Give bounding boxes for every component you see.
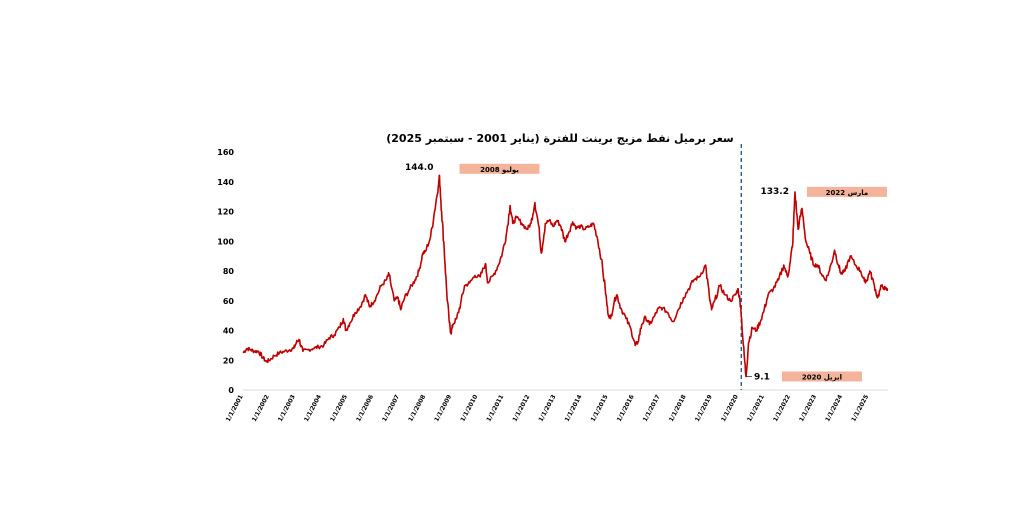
x-tick-label: 1/1/2020 xyxy=(720,394,740,423)
x-tick-label: 1/1/2001 xyxy=(225,394,245,423)
chart-title: سعر برميل نفط مزيج برينت للفترة (يناير 2… xyxy=(386,132,734,145)
x-tick-label: 1/1/2012 xyxy=(511,394,531,423)
x-tick-label: 1/1/2024 xyxy=(824,394,844,423)
y-tick-label: 160 xyxy=(217,148,234,157)
annotation-box xyxy=(806,186,887,197)
y-tick-label: 120 xyxy=(217,208,234,217)
x-tick-label: 1/1/2018 xyxy=(668,394,688,423)
annotation-label: مارس 2022 xyxy=(826,189,869,197)
x-tick-label: 1/1/2010 xyxy=(459,394,479,423)
x-tick-label: 1/1/2002 xyxy=(251,394,271,423)
x-tick-label: 1/1/2019 xyxy=(694,394,714,423)
annotation-box xyxy=(459,163,540,174)
x-tick-label: 1/1/2023 xyxy=(798,394,818,423)
series-line-0 xyxy=(242,174,889,378)
y-tick-label: 20 xyxy=(223,356,235,365)
x-tick-label: 1/1/2005 xyxy=(329,394,349,423)
y-axis: 0 20 40 60 80 100 120 140 160 xyxy=(217,148,234,395)
x-tick-label: 1/1/2016 xyxy=(616,394,636,423)
x-tick-label: 1/1/2025 xyxy=(850,394,870,423)
annotation-value: 144.0 xyxy=(405,163,433,173)
annotation-box xyxy=(781,371,862,382)
y-tick-label: 40 xyxy=(223,327,235,336)
x-axis: 1/1/2001 1/1/2002 1/1/2003 1/1/2004 1/1/2005… xyxy=(225,389,888,423)
x-tick-label: 1/1/2013 xyxy=(537,394,557,423)
x-tick-label: 1/1/2006 xyxy=(355,394,375,423)
y-tick-label: 60 xyxy=(223,297,235,306)
y-tick-label: 0 xyxy=(228,386,234,395)
x-tick-label: 1/1/2008 xyxy=(407,394,427,423)
annotations: 144.0 يوليو 2008 133.2 مارس 2022 9.1 ابريل 20… xyxy=(405,163,887,382)
annotation-value: 133.2 xyxy=(760,187,788,197)
annotation-value: 9.1 xyxy=(754,372,770,382)
x-tick-label: 1/1/2007 xyxy=(381,394,401,423)
x-tick-label: 1/1/2011 xyxy=(485,394,505,423)
x-tick-label: 1/1/2004 xyxy=(303,394,323,423)
annotation-label: ابريل 2020 xyxy=(802,373,842,381)
x-tick-label: 1/1/2017 xyxy=(642,394,662,423)
y-tick-label: 80 xyxy=(223,267,235,276)
y-tick-label: 140 xyxy=(217,178,234,187)
annotation-label: يوليو 2008 xyxy=(480,166,519,174)
x-tick-label: 1/1/2015 xyxy=(590,394,610,423)
x-tick-label: 1/1/2003 xyxy=(277,394,297,423)
x-tick-label: 1/1/2014 xyxy=(564,394,584,423)
x-tick-label: 1/1/2021 xyxy=(746,394,766,423)
x-tick-label: 1/1/2022 xyxy=(772,394,792,423)
y-tick-label: 100 xyxy=(217,237,234,246)
x-tick-label: 1/1/2009 xyxy=(433,394,453,423)
series-layer xyxy=(242,174,889,378)
